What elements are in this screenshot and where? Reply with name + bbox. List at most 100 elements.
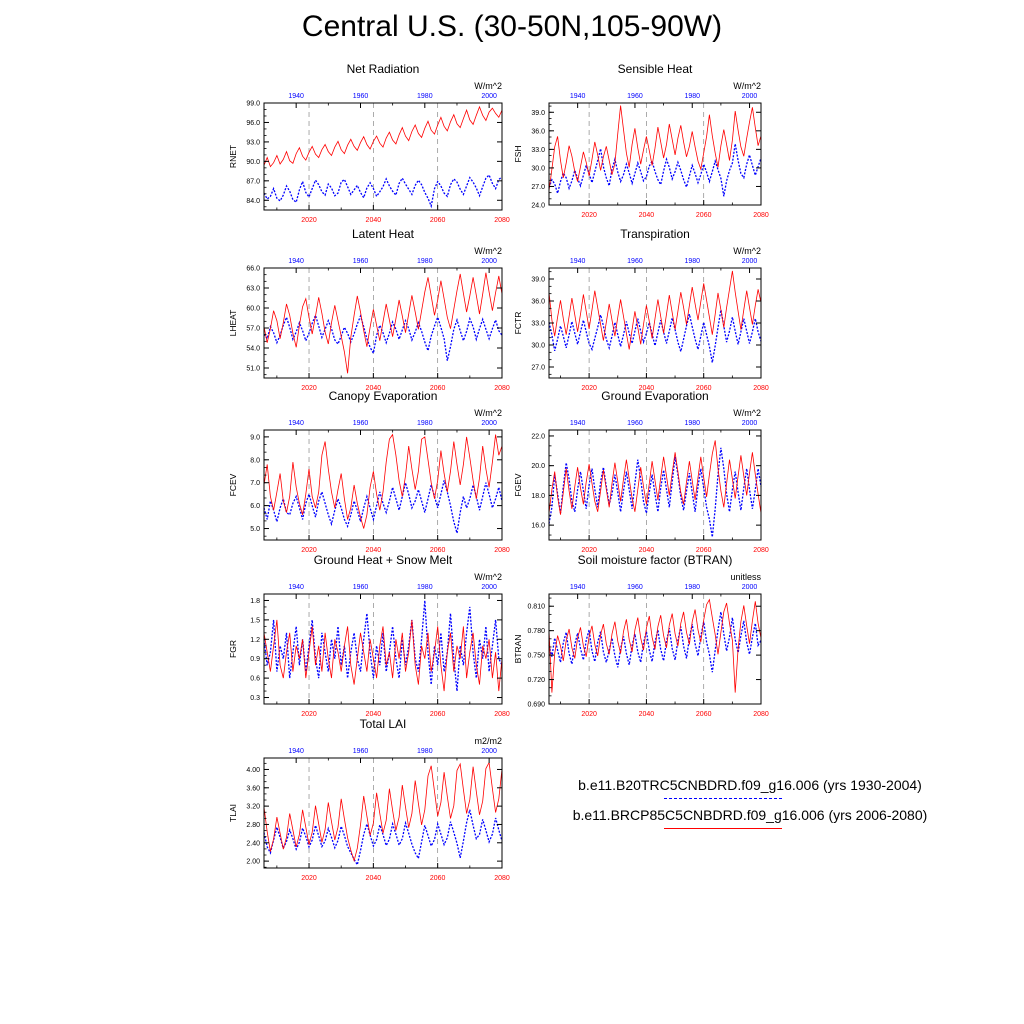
x-tick-label-bottom: 2080 xyxy=(494,547,510,554)
y-tick-label: 5.0 xyxy=(250,526,260,533)
legend-line-red xyxy=(664,828,782,829)
x-tick-label-top: 1960 xyxy=(353,93,369,100)
x-tick-label-top: 1940 xyxy=(570,584,586,591)
y-axis-label: FGEV xyxy=(513,473,523,496)
x-tick-label-top: 1980 xyxy=(684,584,700,591)
panel-btran: Soil moisture factor (BTRAN) unitless 0.81… xyxy=(513,553,769,718)
y-tick-label: 27.0 xyxy=(531,184,545,191)
panel-units: W/m^2 xyxy=(474,81,502,91)
panel-units: W/m^2 xyxy=(733,246,761,256)
y-tick-label: 0.780 xyxy=(527,628,545,635)
plot-frame xyxy=(263,267,503,379)
legend-label-blue: b.e11.B20TRC5CNBDRD.f09_g16.006 (yrs 193… xyxy=(578,777,922,793)
y-tick-label: 8.0 xyxy=(250,457,260,464)
x-tick-label-bottom: 2060 xyxy=(430,217,446,224)
y-axis-label: LHEAT xyxy=(228,310,238,337)
panel-title: Ground Evaporation xyxy=(601,389,708,403)
panel-title: Net Radiation xyxy=(347,62,420,76)
x-tick-label-top: 1960 xyxy=(627,584,643,591)
x-tick-label-bottom: 2060 xyxy=(696,711,712,718)
x-tick-label-bottom: 2080 xyxy=(494,875,510,882)
y-tick-label: 54.0 xyxy=(246,346,260,353)
x-tick-label-bottom: 2080 xyxy=(753,711,769,718)
x-tick-label-top: 2000 xyxy=(742,93,758,100)
x-tick-label-bottom: 2080 xyxy=(753,212,769,219)
panel-units: W/m^2 xyxy=(474,246,502,256)
y-tick-label: 24.0 xyxy=(531,203,545,210)
panel-units: W/m^2 xyxy=(733,81,761,91)
y-tick-label: 90.0 xyxy=(246,159,260,166)
x-tick-label-bottom: 2060 xyxy=(430,875,446,882)
main-title: Central U.S. (30-50N,105-90W) xyxy=(301,10,723,43)
series-line-red xyxy=(263,272,503,374)
plot-frame xyxy=(548,593,762,705)
y-tick-label: 0.720 xyxy=(527,677,545,684)
x-tick-label-bottom: 2040 xyxy=(366,385,382,392)
y-tick-label: 51.0 xyxy=(246,366,260,373)
x-tick-label-top: 1960 xyxy=(353,258,369,265)
series-line-red xyxy=(548,105,762,191)
series-line-blue xyxy=(548,611,762,673)
x-tick-label-bottom: 2040 xyxy=(639,547,655,554)
y-tick-label: 2.80 xyxy=(246,822,260,829)
y-tick-label: 0.690 xyxy=(527,702,545,709)
x-tick-label-top: 1980 xyxy=(417,93,433,100)
x-tick-label-top: 1980 xyxy=(684,420,700,427)
x-tick-label-top: 1960 xyxy=(627,93,643,100)
series-line-red xyxy=(263,105,503,168)
y-tick-label: 0.750 xyxy=(527,653,545,660)
panel-units: unitless xyxy=(730,572,761,582)
panel-fctr: Transpiration W/m^2 39.0 36.0 33.0 30.0 27.0 FC… xyxy=(513,227,769,392)
panel-title: Transpiration xyxy=(620,227,690,241)
x-tick-label-top: 1940 xyxy=(288,420,304,427)
y-tick-label: 6.0 xyxy=(250,503,260,510)
y-tick-label: 3.20 xyxy=(246,804,260,811)
panel-lheat: Latent Heat W/m^2 66.0 63.0 60.0 57.0 54.0 51.0… xyxy=(228,227,510,392)
x-tick-label-bottom: 2040 xyxy=(366,711,382,718)
x-tick-label-bottom: 2060 xyxy=(696,385,712,392)
series-line-blue xyxy=(548,143,762,197)
x-tick-label-bottom: 2020 xyxy=(301,875,317,882)
y-axis-label: RNET xyxy=(228,145,238,168)
x-tick-label-bottom: 2020 xyxy=(301,711,317,718)
y-tick-label: 87.0 xyxy=(246,178,260,185)
y-tick-label: 1.8 xyxy=(250,598,260,605)
x-tick-label-top: 2000 xyxy=(742,420,758,427)
x-tick-label-bottom: 2020 xyxy=(581,547,597,554)
x-tick-label-bottom: 2040 xyxy=(366,875,382,882)
series-line-red xyxy=(548,598,762,693)
panel-rnet: Net Radiation W/m^2 99.0 96.0 93.0 90.0 87.0 84… xyxy=(228,62,510,224)
x-tick-label-top: 1960 xyxy=(627,258,643,265)
y-tick-label: 0.3 xyxy=(250,695,260,702)
x-tick-label-top: 1980 xyxy=(684,258,700,265)
y-axis-label: FSH xyxy=(513,146,523,163)
plot-frame xyxy=(263,593,503,705)
y-axis-label: TLAI xyxy=(228,804,238,822)
y-tick-label: 84.0 xyxy=(246,198,260,205)
y-tick-label: 16.0 xyxy=(531,523,545,530)
series-line-blue xyxy=(263,173,503,209)
x-tick-label-top: 1980 xyxy=(417,748,433,755)
x-tick-label-bottom: 2080 xyxy=(494,385,510,392)
plot-frame xyxy=(263,757,503,869)
plot-frame xyxy=(263,102,503,211)
x-tick-label-bottom: 2020 xyxy=(301,385,317,392)
y-tick-label: 2.40 xyxy=(246,840,260,847)
y-axis-label: BTRAN xyxy=(513,635,523,664)
y-tick-label: 30.0 xyxy=(531,343,545,350)
panel-units: W/m^2 xyxy=(474,408,502,418)
panel-units: m2/m2 xyxy=(474,736,502,746)
y-tick-label: 27.0 xyxy=(531,365,545,372)
y-tick-label: 57.0 xyxy=(246,326,260,333)
x-tick-label-bottom: 2020 xyxy=(301,217,317,224)
plot-frame xyxy=(548,267,762,379)
series-line-red xyxy=(548,440,762,515)
y-tick-label: 0.810 xyxy=(527,604,545,611)
y-tick-label: 3.60 xyxy=(246,785,260,792)
legend: b.e11.B20TRC5CNBDRD.f09_g16.006 (yrs 193… xyxy=(520,776,980,836)
x-tick-label-bottom: 2060 xyxy=(430,547,446,554)
plot-frame xyxy=(548,102,762,206)
y-tick-label: 4.00 xyxy=(246,767,260,774)
plot-frame xyxy=(263,429,503,541)
